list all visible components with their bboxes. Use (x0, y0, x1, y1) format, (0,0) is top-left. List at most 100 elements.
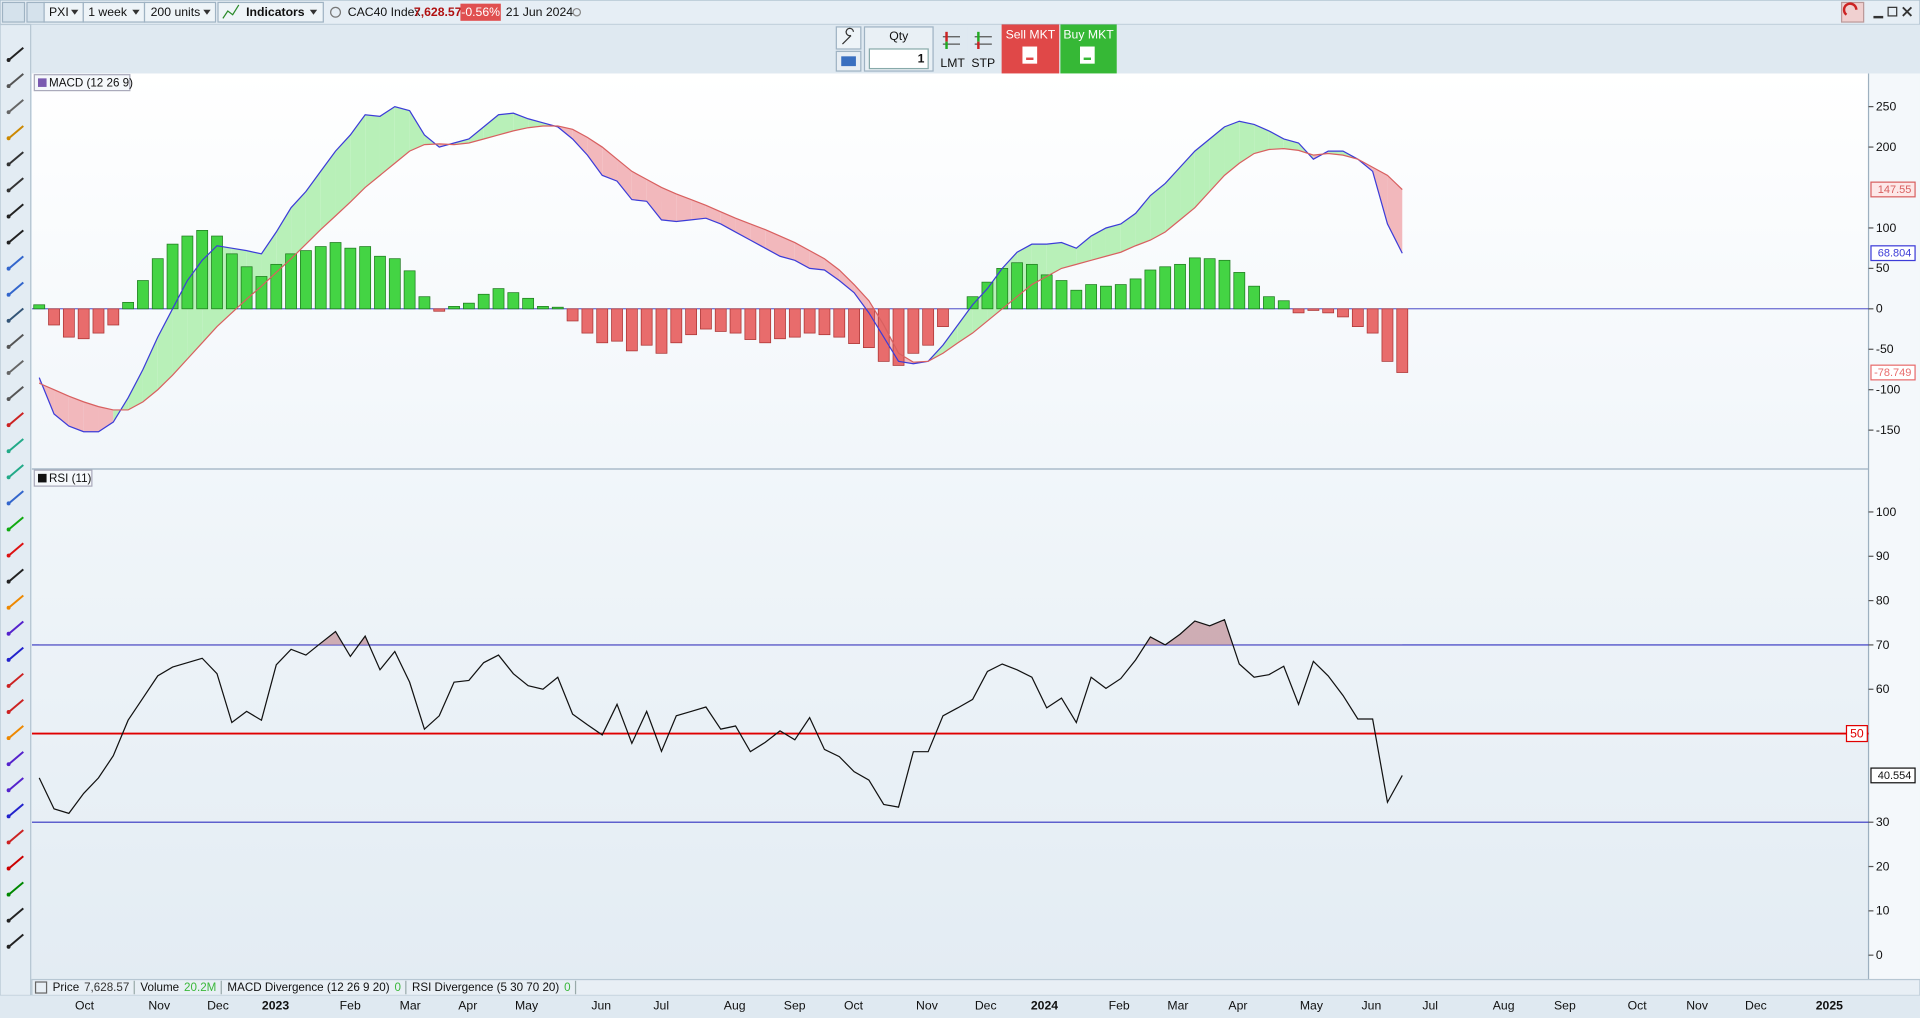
cloud-segment (839, 270, 855, 293)
histogram-bar (151, 258, 164, 310)
y-tick-label: 200 (1876, 140, 1897, 154)
tool-handle (6, 84, 11, 89)
qty-input[interactable] (868, 48, 929, 70)
status-value: 20.2M (184, 981, 216, 994)
cloud-segment (291, 191, 306, 259)
histogram-bar (166, 243, 179, 310)
histogram-bar (551, 306, 564, 310)
units: 200 units (151, 5, 201, 19)
histogram-bar (225, 253, 238, 310)
cloud-segment (1046, 242, 1062, 277)
y-tick-label: 0 (1876, 948, 1883, 962)
x-tick-label: Oct (1628, 999, 1648, 1013)
status-icon[interactable] (34, 981, 48, 994)
x-tick-label: 2023 (262, 999, 289, 1013)
cloud-segment (1150, 183, 1166, 241)
histogram-bar (33, 304, 46, 310)
cloud-segment (809, 250, 825, 271)
cloud-segment (1120, 213, 1136, 253)
cloud-segment (350, 114, 366, 203)
indicators-button[interactable]: Indicators (217, 1, 324, 23)
instrument: CAC40 Index (348, 5, 421, 19)
last-value-box (1870, 245, 1916, 262)
histogram-bar (62, 308, 75, 338)
histogram-bar (670, 308, 683, 344)
y-tick-label: 100 (1876, 221, 1897, 235)
date: 21 Jun 2024 (506, 5, 574, 19)
x-tick-label: Aug (724, 999, 746, 1013)
x-tick-label: Aug (1493, 999, 1515, 1013)
histogram-bar (1144, 269, 1157, 310)
histogram-bar (181, 235, 194, 310)
histogram-bar (285, 253, 297, 310)
histogram-bar (1011, 262, 1023, 310)
limit-button[interactable]: LMT (937, 26, 968, 72)
status-label: RSI Divergence (5 30 70 20) (412, 981, 559, 994)
x-tick-label: 2025 (1816, 999, 1843, 1013)
info-icon[interactable] (330, 6, 342, 18)
cloud-segment (1387, 175, 1403, 254)
buy: Buy MKT (1063, 28, 1114, 42)
panel-title-icon (37, 78, 47, 87)
buy-button[interactable]: Buy MKT (1060, 24, 1117, 74)
histogram-bar (1129, 278, 1142, 310)
histogram-bar (700, 308, 712, 330)
cloud-segment (1135, 195, 1151, 246)
histogram-bar (1218, 259, 1231, 310)
tool-handle (6, 579, 11, 584)
y-tick-label: 90 (1876, 549, 1890, 563)
indicators: Indicators (246, 5, 305, 19)
histogram-bar (685, 308, 697, 336)
limit: LMT (940, 56, 965, 70)
histogram-bar (1233, 272, 1246, 310)
tool-handle (6, 762, 11, 767)
y-tick-label: 250 (1876, 99, 1897, 113)
histogram-bar (1025, 263, 1038, 310)
histogram-bar (403, 270, 416, 310)
sell: Sell MKT (1006, 28, 1056, 42)
tool-handle (6, 501, 11, 506)
interval-dropdown[interactable]: 1 week (82, 1, 146, 23)
histogram-bar (877, 308, 890, 362)
cloud-segment (1268, 130, 1284, 150)
cloud-segment (1076, 236, 1092, 265)
histogram-bar (240, 266, 253, 310)
histogram-bar (344, 247, 357, 310)
cloud-segment (320, 151, 336, 230)
panel-title-icon (37, 473, 47, 483)
level-label: 50 (1850, 726, 1864, 740)
histogram-bar (1322, 308, 1335, 314)
histogram-bar (566, 308, 579, 322)
panel-title-box (33, 74, 131, 92)
order-ticket: Qty 1 LMT STP Sell MKT Buy MKT (835, 24, 1117, 74)
histogram-bar (359, 246, 372, 310)
symbol-dropdown[interactable]: PXI (1, 1, 84, 23)
tool-handle (6, 449, 11, 454)
histogram-bar (122, 301, 134, 310)
stop-button[interactable]: STP (968, 26, 998, 72)
units-dropdown[interactable]: 200 units (143, 1, 217, 23)
x-tick-label: Apr (1228, 999, 1247, 1013)
tool-handle (6, 866, 11, 871)
histogram-bar (1396, 308, 1409, 373)
histogram-bar (818, 308, 831, 336)
tool-handle (6, 397, 11, 402)
histogram-bar (492, 288, 505, 310)
cloud-segment (957, 304, 973, 343)
y-tick-label: 10 (1876, 904, 1890, 918)
time-axis (0, 995, 1920, 1018)
histogram-bar (981, 281, 994, 310)
histogram-bar (788, 308, 801, 338)
histogram-bar (522, 297, 535, 310)
histogram-bar (329, 242, 342, 310)
histogram-bar (922, 308, 935, 346)
tool-handle (6, 944, 11, 949)
histogram-bar (833, 308, 846, 338)
cloud-segment (661, 187, 677, 222)
y-tick-label: 20 (1876, 859, 1890, 873)
sell-button[interactable]: Sell MKT (1001, 24, 1060, 74)
cloud-segment (157, 308, 173, 390)
drawing-tools (6, 47, 24, 949)
cloud-segment (587, 137, 603, 176)
